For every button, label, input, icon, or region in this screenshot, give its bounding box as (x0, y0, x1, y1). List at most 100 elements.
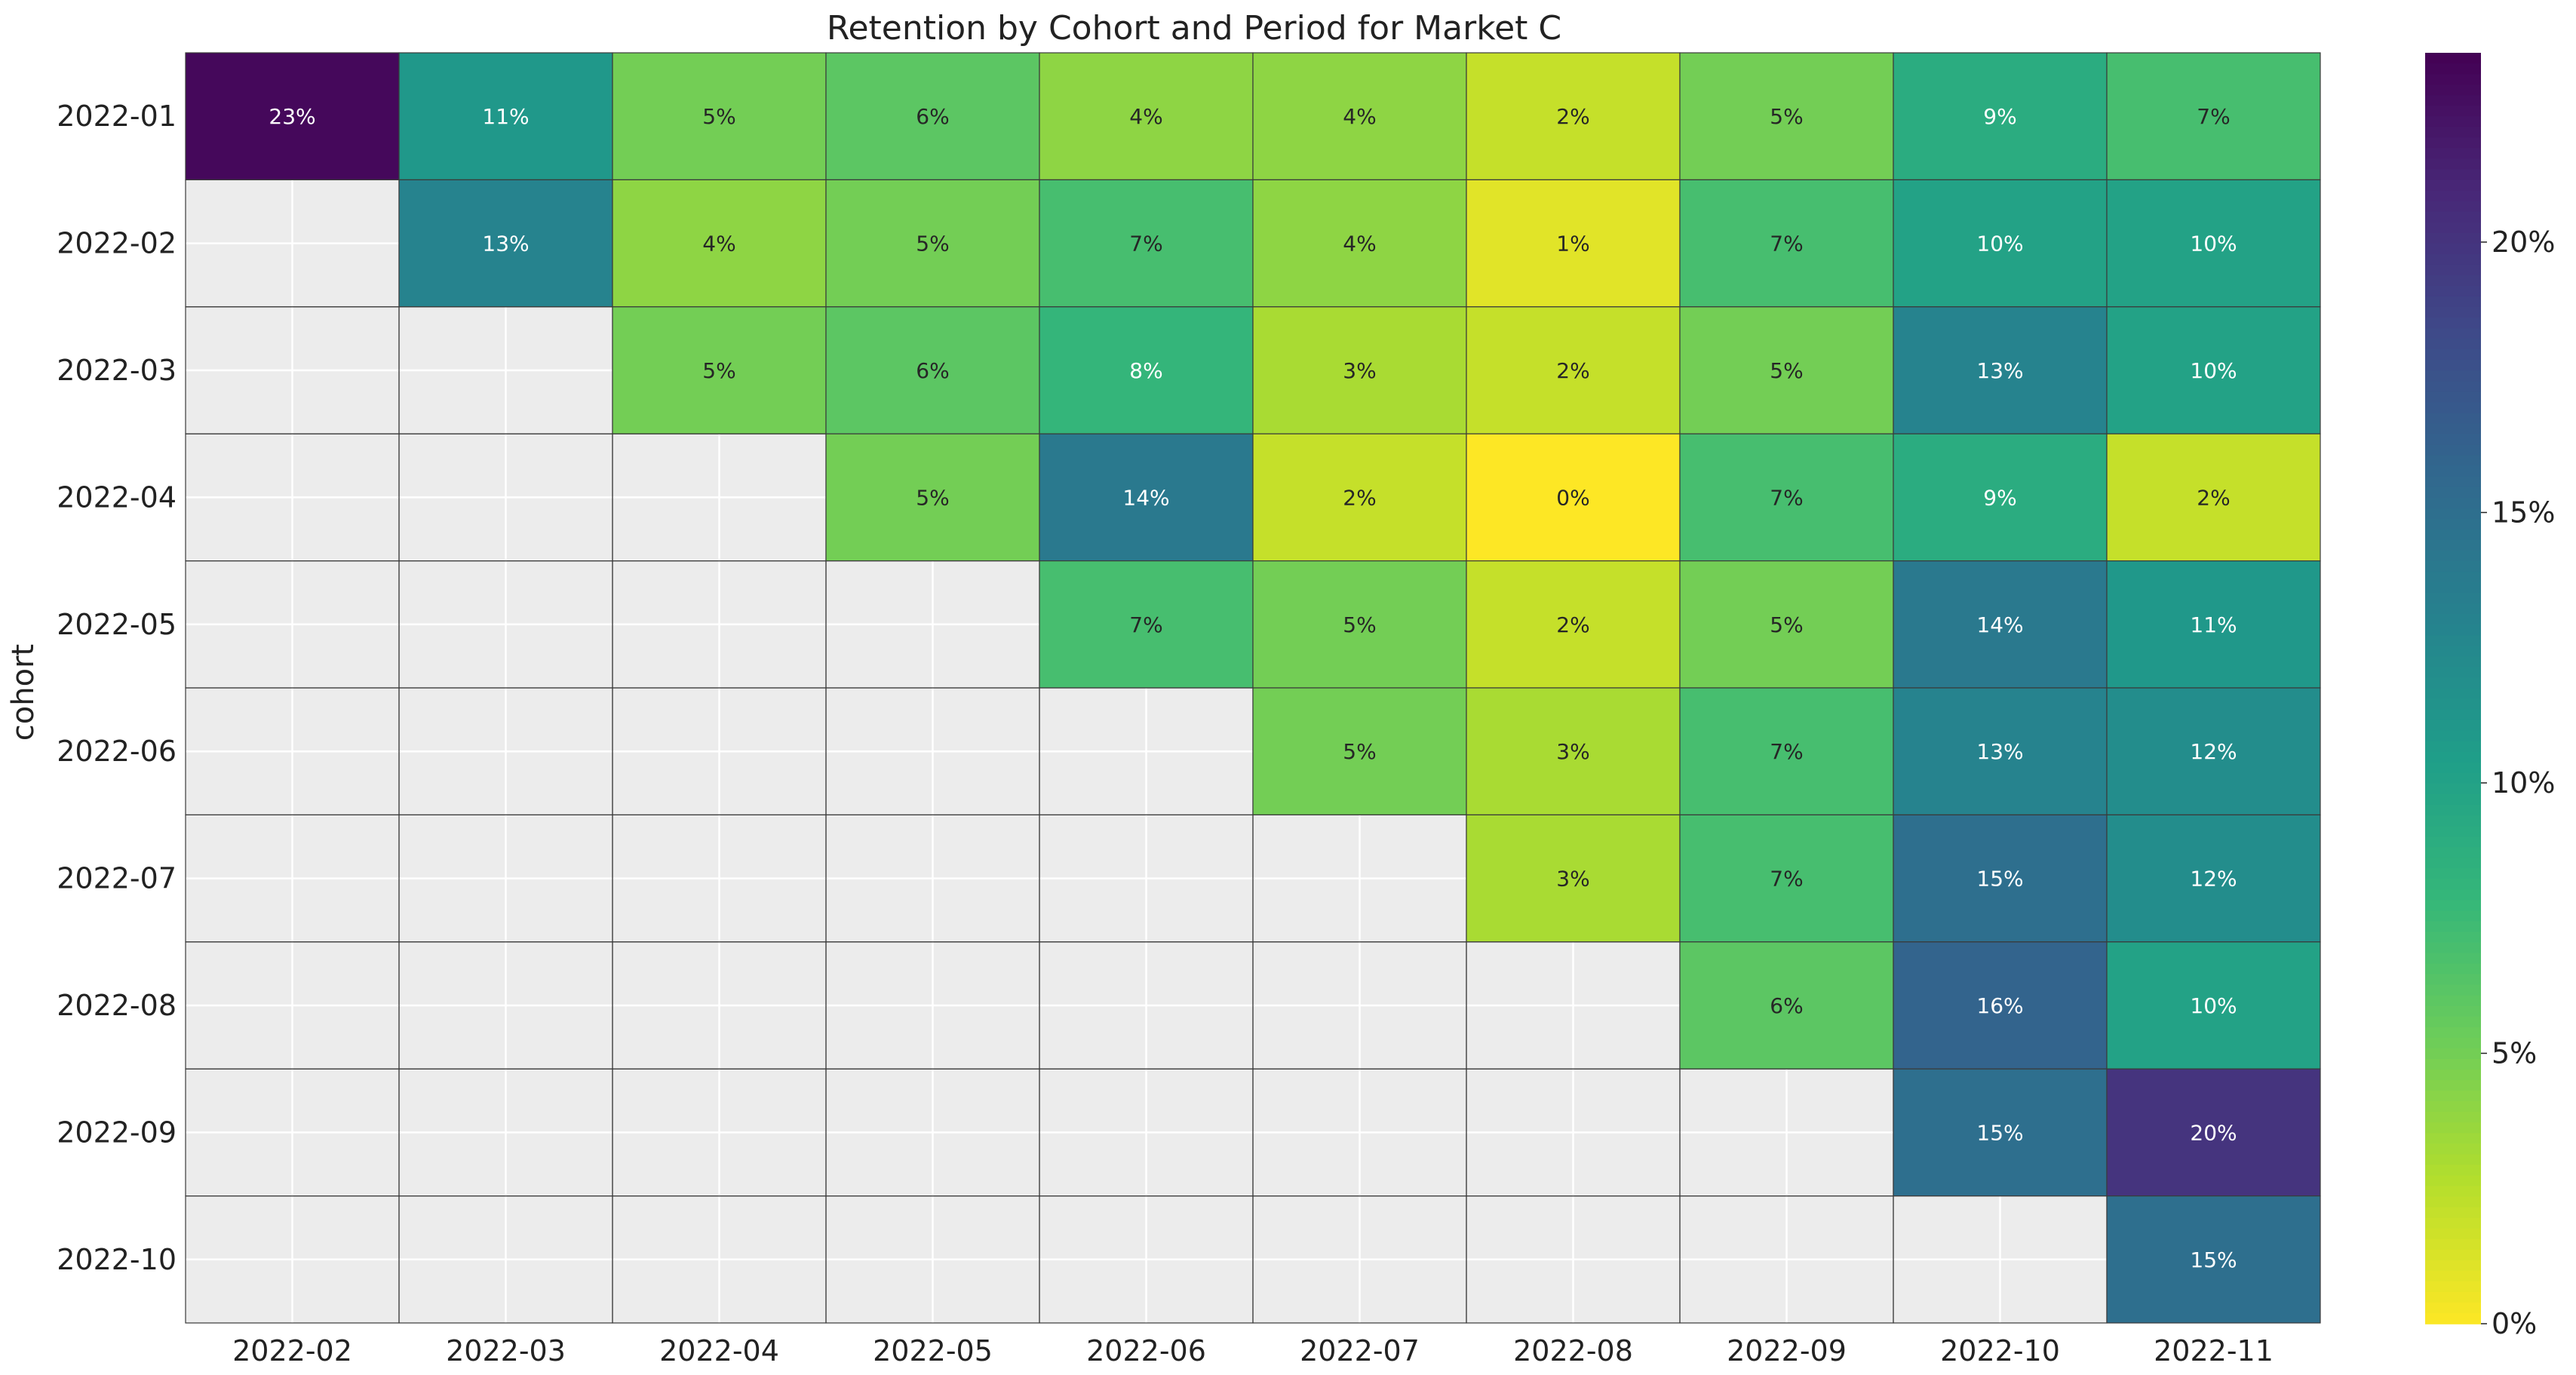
heatmap-cell (1679, 52, 1894, 180)
heatmap-cell (2106, 687, 2321, 815)
heatmap-cell (1252, 179, 1467, 308)
colorbar-segment (2425, 413, 2481, 425)
heatmap-cell (1039, 433, 1254, 562)
heatmap-cell (612, 306, 827, 434)
cell-value-label: 4% (1343, 232, 1376, 256)
colorbar-segment (2425, 1228, 2481, 1240)
colorbar-segment (2425, 720, 2481, 732)
heatmap-cell (1252, 433, 1467, 562)
colorbar-segment (2425, 783, 2481, 795)
heatmap-cell (185, 52, 400, 180)
cell-value-label: 3% (1556, 739, 1589, 764)
cell-value-label: 6% (916, 358, 949, 383)
cell-value-label: 11% (2190, 612, 2237, 637)
heatmap-cell (1039, 560, 1254, 689)
colorbar-segment (2425, 370, 2481, 382)
colorbar-segment (2425, 667, 2481, 679)
colorbar-segment (2425, 625, 2481, 637)
colorbar-segment (2425, 1058, 2481, 1070)
colorbar-segment (2425, 339, 2481, 350)
cell-value-label: 5% (1770, 104, 1803, 129)
colorbar-segment (2425, 889, 2481, 901)
colorbar-segment (2425, 381, 2481, 393)
x-tick-label: 2022-05 (873, 1334, 993, 1367)
colorbar-tick-label: 20% (2492, 226, 2555, 259)
heatmap-cell (612, 179, 827, 308)
colorbar-segment (2425, 307, 2481, 318)
colorbar: 0% 5% 10% 15% 20% (2425, 53, 2555, 1340)
colorbar-segment (2425, 614, 2481, 626)
colorbar-segment (2425, 529, 2481, 541)
colorbar-segment (2425, 1291, 2481, 1303)
colorbar-segment (2425, 826, 2481, 837)
colorbar-segment (2425, 95, 2481, 107)
colorbar-segment (2425, 953, 2481, 965)
cell-value-label: 4% (702, 232, 735, 256)
cell-value-label: 4% (1129, 104, 1162, 129)
cell-value-label: 3% (1343, 358, 1376, 383)
colorbar-segment (2425, 1016, 2481, 1028)
heatmap-cell (1039, 306, 1254, 434)
colorbar-segment (2425, 995, 2481, 1007)
heatmap-cell (1466, 433, 1681, 562)
colorbar-segment (2425, 1302, 2481, 1314)
colorbar-segment (2425, 328, 2481, 339)
cell-value-label: 8% (1129, 358, 1162, 383)
colorbar-segment (2425, 116, 2481, 128)
cell-value-label: 9% (1983, 485, 2016, 510)
colorbar-segment (2425, 1070, 2481, 1081)
colorbar-segment (2425, 486, 2481, 499)
x-tick-label: 2022-07 (1300, 1334, 1420, 1367)
colorbar-segment (2425, 730, 2481, 742)
heatmap-cell (612, 52, 827, 180)
heatmap-cell (1893, 941, 2108, 1070)
cell-value-label: 7% (1129, 232, 1162, 256)
colorbar-segment (2425, 423, 2481, 435)
cell-value-label: 7% (1770, 739, 1803, 764)
colorbar-segment (2425, 561, 2481, 572)
colorbar-segment (2425, 1312, 2481, 1324)
colorbar-segment (2425, 84, 2481, 96)
heatmap-cell (1679, 306, 1894, 434)
colorbar-segment (2425, 656, 2481, 668)
colorbar-segment (2425, 222, 2481, 234)
heatmap-cell (398, 52, 613, 180)
heatmap-cell (1679, 560, 1894, 689)
heatmap-cell (1679, 433, 1894, 562)
colorbar-segment (2425, 518, 2481, 530)
cell-value-label: 9% (1983, 104, 2016, 129)
colorbar-segment (2425, 910, 2481, 922)
chart-title: Retention by Cohort and Period for Marke… (827, 9, 1561, 48)
colorbar-segment (2425, 497, 2481, 509)
cell-value-label: 2% (1556, 104, 1589, 129)
colorbar-tick-label: 15% (2492, 496, 2555, 529)
colorbar-segment (2425, 232, 2481, 244)
colorbar-segment (2425, 1037, 2481, 1049)
colorbar-segment (2425, 391, 2481, 404)
heatmap-cell (1252, 560, 1467, 689)
colorbar-segment (2425, 434, 2481, 446)
heatmap-cell (1893, 687, 2108, 815)
colorbar-segment (2425, 201, 2481, 213)
colorbar-segment (2425, 211, 2481, 223)
colorbar-segment (2425, 106, 2481, 118)
heatmap-cell (1679, 687, 1894, 815)
heatmap-cell (2106, 52, 2321, 180)
colorbar-segment (2425, 932, 2481, 944)
x-tick-label: 2022-02 (232, 1334, 352, 1367)
heatmap-cell (2106, 814, 2321, 943)
cell-value-label: 7% (1770, 867, 1803, 892)
colorbar-segment (2425, 1091, 2481, 1102)
cell-value-label: 2% (1556, 358, 1589, 383)
colorbar-segment (2425, 190, 2481, 202)
cell-value-label: 7% (1770, 485, 1803, 510)
cell-value-label: 5% (1770, 358, 1803, 383)
colorbar-segment (2425, 74, 2481, 85)
colorbar-segment (2425, 582, 2481, 594)
colorbar-segment (2425, 243, 2481, 255)
y-tick-label: 2022-05 (57, 608, 177, 641)
heatmap-cell (1252, 306, 1467, 434)
colorbar-segment (2425, 127, 2481, 139)
x-tick-label: 2022-09 (1727, 1334, 1847, 1367)
cell-value-label: 2% (1343, 485, 1376, 510)
